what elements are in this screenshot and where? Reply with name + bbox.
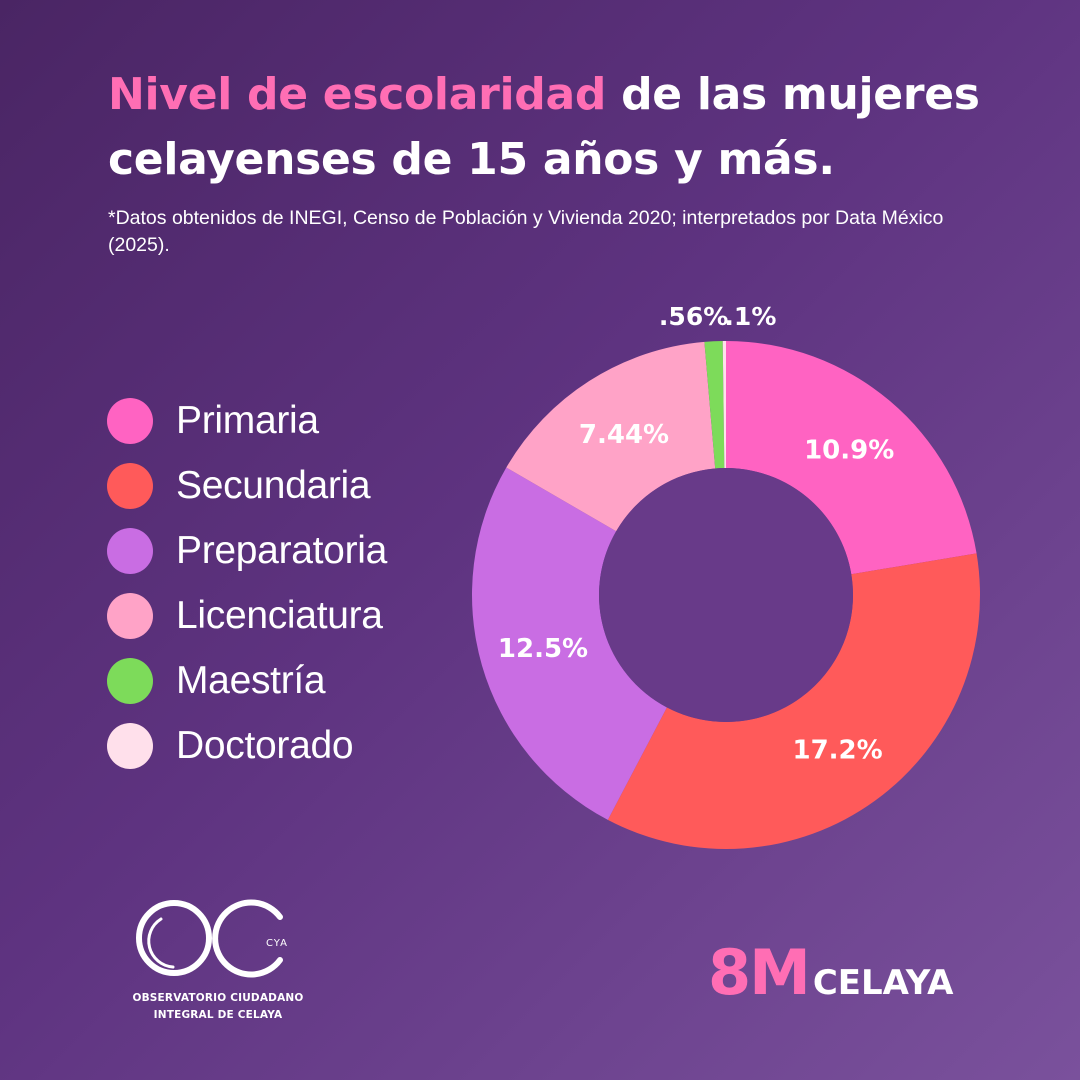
oc-logo-mark-icon [136, 899, 283, 978]
data-label-doctorado: .1% [724, 302, 776, 331]
legend-label: Secundaria [176, 463, 371, 507]
donut-slice-maestria [704, 341, 725, 469]
observatorio-logo: CYA OBSERVATORIO CIUDADANO INTEGRAL DE C… [118, 892, 318, 1032]
legend-item-secundaria: Secundaria [107, 453, 387, 518]
data-label-secundaria: 17.2% [792, 735, 882, 765]
legend-swatch [107, 527, 153, 574]
legend-swatch [107, 657, 153, 704]
legend-swatch [107, 397, 153, 444]
legend-swatch [107, 592, 153, 639]
donut-slice-doctorado [722, 341, 726, 469]
legend-label: Doctorado [176, 723, 354, 767]
chart-legend: Primaria Secundaria Preparatoria Licenciatu… [107, 388, 387, 778]
donut-center [599, 468, 853, 722]
legend-label: Licenciatura [176, 593, 383, 637]
donut-slice-licenciatura [506, 341, 716, 532]
legend-label: Maestría [176, 658, 326, 702]
donut-slice-preparatoria [471, 467, 667, 820]
legend-item-licenciatura: Licenciatura [107, 583, 387, 648]
logo-line-1: OBSERVATORIO CIUDADANO [132, 992, 304, 1004]
data-label-preparatoria: 12.5% [498, 634, 588, 664]
legend-item-maestria: Maestría [107, 648, 387, 713]
data-source-note: *Datos obtenidos de INEGI, Censo de Pobl… [108, 207, 944, 256]
logo-line-2: INTEGRAL DE CELAYA [153, 1009, 283, 1021]
legend-label: Preparatoria [176, 528, 388, 572]
brand-8m-celaya: 8M CELAYA [708, 936, 953, 1009]
legend-item-primaria: Primaria [107, 388, 387, 453]
data-label-primaria: 10.9% [804, 436, 894, 466]
legend-item-preparatoria: Preparatoria [107, 518, 387, 583]
donut-slice-secundaria [607, 553, 980, 850]
legend-swatch [107, 722, 153, 769]
title-highlight: Nivel de escolaridad [108, 69, 607, 120]
brand-small: CELAYA [812, 963, 954, 1003]
legend-label: Primaria [176, 398, 319, 442]
legend-item-doctorado: Doctorado [107, 713, 387, 778]
title-rest: de las mujeres celayenses de 15 años y m… [108, 69, 980, 185]
brand-big: 8M [708, 936, 811, 1009]
legend-swatch [107, 462, 153, 509]
data-label-maestria: .56% [659, 302, 728, 331]
data-label-licenciatura: 7.44% [579, 420, 669, 450]
logo-suffix: CYA [266, 938, 288, 949]
page-title: Nivel de escolaridad de las mujeres cela… [108, 62, 1028, 192]
donut-slice-primaria [726, 341, 977, 575]
